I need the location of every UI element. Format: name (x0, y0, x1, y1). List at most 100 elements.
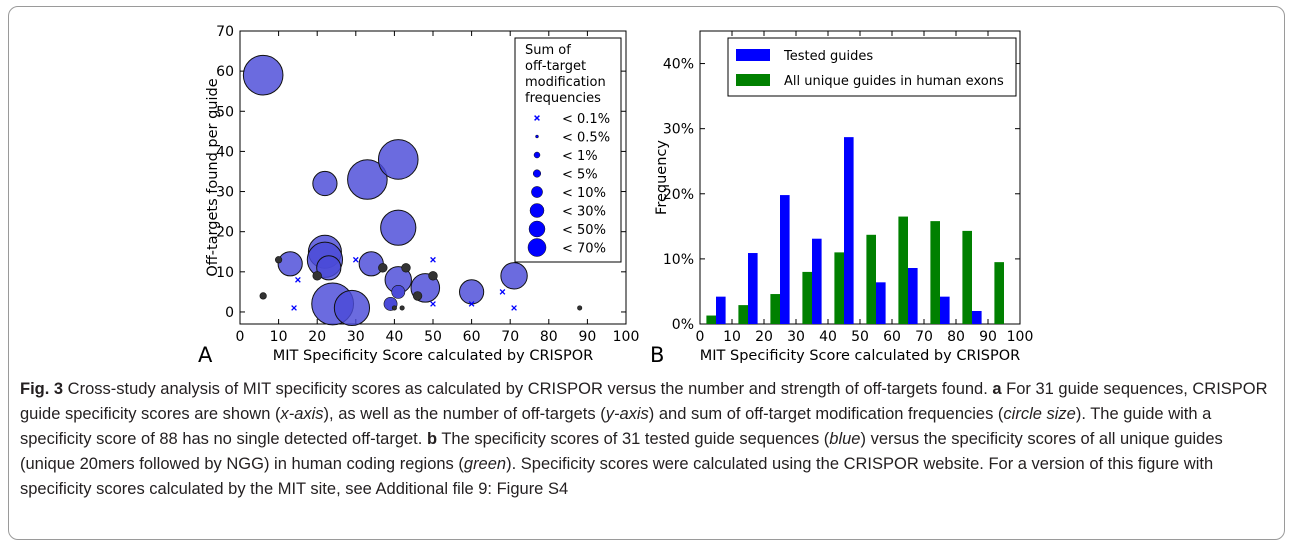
x-tick-label-b: 90 (979, 329, 997, 345)
y-tick-label-a: 0 (225, 305, 234, 321)
caption-fig-label: Fig. 3 (20, 380, 64, 398)
scatter-point-x (511, 305, 517, 311)
bar-all-unique (962, 230, 972, 324)
legend-a-entry-label: < 0.5% (562, 131, 610, 146)
scatter-point-x (468, 301, 475, 307)
x-tick-label-a: 30 (347, 329, 365, 345)
panel-label-b: B (650, 343, 665, 367)
legend-a-marker (535, 134, 539, 139)
scatter-point (242, 54, 284, 96)
scatter-point (412, 291, 423, 301)
x-tick-label-b: 70 (915, 329, 933, 345)
legend-a-entry-label: < 1% (562, 149, 598, 164)
legend-a-entry-label: < 5% (562, 168, 598, 183)
y-tick-label-b: 30% (663, 122, 694, 138)
x-axis-label-b: MIT Specificity Score calculated by CRIS… (700, 348, 1021, 364)
caption-text: ), as well as the number of off-targets … (323, 405, 606, 423)
scatter-point (259, 292, 267, 300)
scatter-point (428, 271, 438, 281)
y-tick-label-a: 40 (216, 144, 234, 160)
bar-all-unique (930, 221, 940, 324)
x-tick-label-b: 100 (1007, 329, 1034, 345)
legend-a-entry-label: < 50% (562, 223, 606, 238)
scatter-point (312, 170, 338, 197)
scatter-point (399, 305, 405, 311)
scatter-point (391, 305, 397, 311)
x-tick-label-a: 70 (501, 329, 519, 345)
y-tick-label-a: 70 (216, 24, 234, 40)
caption-green: green (463, 455, 507, 473)
legend-a-marker-x (534, 115, 540, 121)
y-tick-label-b: 20% (663, 187, 694, 203)
scatter-point (380, 209, 417, 246)
caption-text: Cross-study analysis of MIT specificity … (63, 380, 993, 398)
caption-xaxis: x-axis (280, 405, 324, 423)
scatter-point (347, 159, 388, 200)
y-axis-label-b: Frequency (654, 140, 670, 215)
caption-blue: blue (829, 430, 861, 448)
legend-a-entry-label: < 0.1% (562, 112, 610, 127)
legend-a-title: Sum of (525, 43, 571, 58)
bar-all-unique (706, 315, 716, 324)
x-tick-label-a: 40 (385, 329, 403, 345)
x-tick-label-a: 0 (236, 329, 245, 345)
scatter-point (577, 305, 583, 311)
scatter-point (316, 255, 342, 281)
legend-a-marker (529, 203, 545, 218)
bar-tested (972, 310, 982, 324)
x-tick-label-a: 10 (270, 329, 288, 345)
scatter-point-x (430, 256, 436, 263)
x-tick-label-a: 90 (578, 329, 596, 345)
legend-b-box (727, 37, 1017, 97)
bar-all-unique (898, 216, 908, 324)
bar-tested (940, 296, 950, 324)
x-axis-label-a: MIT Specificity Score calculated by CRIS… (273, 348, 594, 364)
legend-a-entry-label: < 30% (562, 205, 606, 220)
scatter-point (333, 289, 371, 327)
bar-tested (876, 282, 886, 324)
scatter-point (312, 271, 322, 281)
caption-text: For 31 guide sequences, CRISPOR guide sp… (20, 380, 1268, 423)
scatter-point-x (291, 305, 297, 311)
caption-yaxis: y-axis (605, 405, 649, 423)
bar-all-unique (834, 252, 844, 324)
x-tick-label-b: 60 (883, 329, 901, 345)
caption-text: ) versus the specificity scores of all u… (20, 430, 1223, 473)
y-tick-label-b: 0% (672, 317, 694, 333)
bar-all-unique (738, 305, 748, 324)
scatter-point (391, 284, 406, 299)
x-tick-label-b: 30 (787, 329, 805, 345)
scatter-point (500, 262, 528, 290)
bar-tested (780, 195, 790, 324)
legend-a-marker (532, 169, 542, 178)
caption-text: ). Specificity scores were calculated us… (20, 455, 1214, 498)
figure-caption: Fig. 3 Cross-study analysis of MIT speci… (20, 377, 1275, 502)
scatter-point (377, 139, 419, 180)
legend-a-title: off-target (525, 59, 586, 74)
y-tick-label-b: 40% (663, 57, 694, 73)
scatter-point (401, 263, 411, 273)
scatter-point-x (499, 289, 506, 295)
x-tick-label-b: 40 (819, 329, 837, 345)
bar-tested (748, 253, 758, 324)
legend-a-marker (531, 186, 543, 198)
legend-a-marker (528, 220, 546, 238)
legend-a-entry-label: < 10% (562, 186, 606, 201)
bar-tested (812, 238, 822, 324)
scatter-point (459, 279, 485, 305)
y-axis-label-a: Off-targets found per guide (205, 78, 221, 276)
caption-text: The specificity scores of 31 tested guid… (437, 430, 830, 448)
x-tick-label-b: 0 (696, 329, 705, 345)
x-tick-label-b: 10 (723, 329, 741, 345)
panel-label-a: A (198, 343, 213, 367)
caption-text: ) and sum of off-target modification fre… (648, 405, 1004, 423)
legend-b-swatch (736, 74, 770, 86)
legend-b-label: Tested guides (783, 49, 873, 64)
figure-frame (8, 6, 1285, 540)
scatter-point (378, 263, 388, 273)
y-tick-label-b: 10% (663, 252, 694, 268)
scatter-point-x (352, 256, 359, 263)
scatter-point-x (295, 276, 301, 283)
bar-tested (716, 296, 726, 324)
